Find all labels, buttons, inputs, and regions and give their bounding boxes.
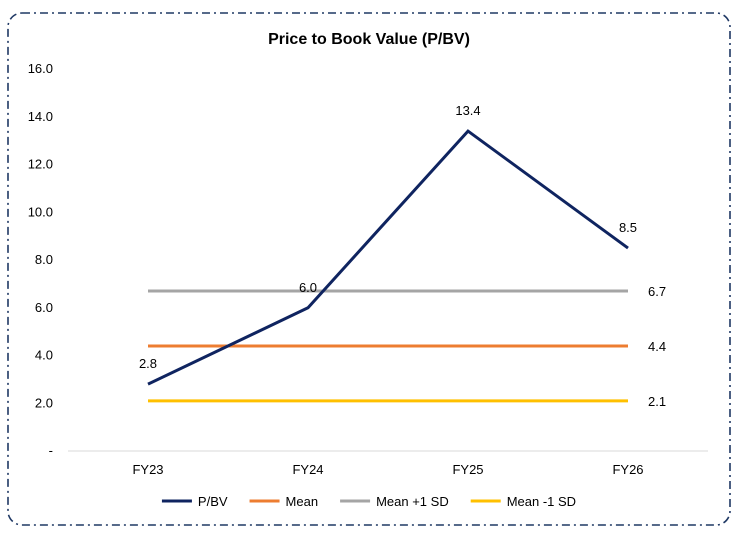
y-tick-label: 8.0 [35,252,53,267]
x-tick-label: FY23 [132,462,163,477]
y-tick-label: 2.0 [35,395,53,410]
x-tick-label: FY26 [612,462,643,477]
y-tick-label: 10.0 [28,204,53,219]
legend-label: P/BV [198,494,228,509]
y-tick-label: 6.0 [35,300,53,315]
data-label: 6.0 [299,280,317,295]
x-tick-label: FY24 [292,462,323,477]
chart-frame [7,12,731,526]
x-axis-tick-labels: FY23 FY24 FY25 FY26 [132,462,643,477]
data-label: 2.1 [648,394,666,409]
y-tick-label: 16.0 [28,61,53,76]
data-label: 4.4 [648,339,666,354]
legend-label: Mean -1 SD [507,494,576,509]
y-tick-label: 4.0 [35,348,53,363]
x-tick-label: FY25 [452,462,483,477]
data-label: 13.4 [455,103,480,118]
y-tick-label: - [49,443,53,458]
legend: P/BV Mean Mean +1 SD Mean -1 SD [161,494,576,509]
data-label: 6.7 [648,284,666,299]
y-tick-label: 14.0 [28,109,53,124]
y-tick-label: 12.0 [28,157,53,172]
chart-title: Price to Book Value (P/BV) [268,31,470,48]
y-axis-tick-labels: - 2.0 4.0 6.0 8.0 10.0 12.0 14.0 16.0 [28,61,53,458]
data-label: 2.8 [139,356,157,371]
series-line [147,129,629,386]
legend-label: Mean [286,494,319,509]
legend-label: Mean +1 SD [376,494,449,509]
data-label: 8.5 [619,220,637,235]
series-lines [147,129,629,403]
data-labels: 2.8 6.0 13.4 8.5 4.4 6.7 2.1 [139,103,666,409]
